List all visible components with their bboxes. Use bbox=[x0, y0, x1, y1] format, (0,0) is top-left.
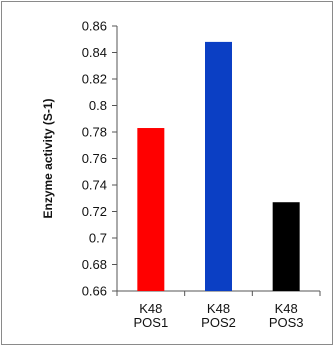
y-tick-label: 0.84 bbox=[82, 45, 107, 60]
bar[interactable] bbox=[205, 41, 232, 292]
y-tick-label: 0.86 bbox=[82, 19, 107, 34]
x-category-label: K48 bbox=[207, 301, 230, 316]
y-axis-title: Enzyme activity (S-1) bbox=[41, 98, 55, 218]
y-tick-label: 0.76 bbox=[82, 151, 107, 166]
x-category-label: POS3 bbox=[269, 315, 304, 330]
y-tick-label: 0.7 bbox=[89, 231, 107, 246]
x-category-label: POS1 bbox=[133, 315, 168, 330]
y-tick-label: 0.68 bbox=[82, 257, 107, 272]
y-tick-label: 0.66 bbox=[82, 284, 107, 299]
y-tick-label: 0.78 bbox=[82, 125, 107, 140]
bar[interactable] bbox=[272, 202, 300, 291]
x-category-label: POS2 bbox=[201, 315, 236, 330]
y-tick-label: 0.8 bbox=[89, 98, 107, 113]
bar[interactable] bbox=[137, 128, 165, 291]
y-tick-label: 0.82 bbox=[82, 72, 107, 87]
x-category-label: K48 bbox=[275, 301, 298, 316]
y-tick-label: 0.72 bbox=[82, 204, 107, 219]
y-tick-label: 0.74 bbox=[82, 178, 107, 193]
x-category-label: K48 bbox=[139, 301, 162, 316]
